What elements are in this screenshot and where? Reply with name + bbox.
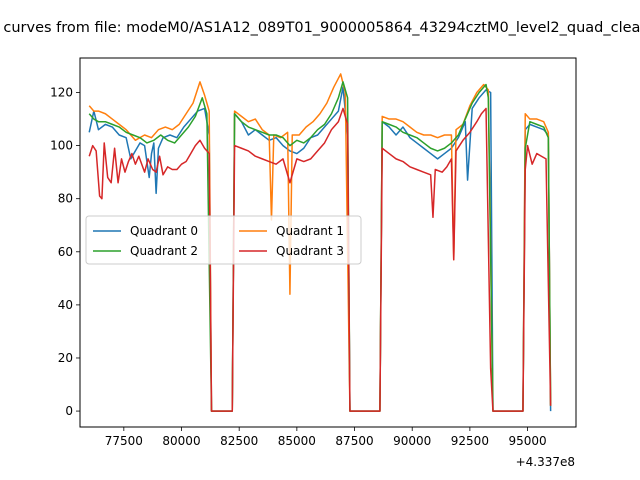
x-tick-label: 87500 — [335, 434, 373, 448]
y-tick-label: 20 — [58, 351, 73, 365]
x-tick-label: 82500 — [220, 434, 258, 448]
series-line-quadrant-3 — [88, 107, 552, 412]
legend-box — [85, 215, 362, 265]
x-tick-label: 92500 — [451, 434, 489, 448]
x-tick-label: 80000 — [162, 434, 200, 448]
series-layer — [88, 73, 552, 412]
y-tick-label: 60 — [58, 245, 73, 259]
x-tick-label: 77500 — [105, 434, 143, 448]
legend-label: Quadrant 1 — [276, 224, 344, 238]
axes-frame — [79, 57, 577, 428]
x-tick-label: 95000 — [508, 434, 546, 448]
legend-label: Quadrant 3 — [276, 244, 344, 258]
y-tick-label: 40 — [58, 298, 73, 312]
legend-label: Quadrant 2 — [130, 244, 198, 258]
legend-label: Quadrant 0 — [130, 224, 198, 238]
x-axis: 77500 80000 82500 85000 87500 90000 92500 95000 — [105, 427, 547, 448]
y-tick-label: 120 — [50, 86, 73, 100]
x-tick-label: 90000 — [393, 434, 431, 448]
x-axis-offset-label: +4.337e8 — [516, 455, 575, 469]
y-tick-label: 80 — [58, 192, 73, 206]
series-line-quadrant-0 — [88, 86, 552, 412]
series-line-quadrant-2 — [88, 81, 552, 412]
y-tick-label: 100 — [50, 139, 73, 153]
y-axis: 0 20 40 60 80 100 120 — [50, 86, 80, 418]
x-tick-label: 85000 — [278, 434, 316, 448]
chart-title: Light curves from file: modeM0/AS1A12_08… — [0, 20, 640, 36]
y-tick-label: 0 — [65, 404, 73, 418]
legend: Quadrant 0 Quadrant 1 Quadrant 2 Quadrant 3 — [85, 215, 362, 265]
